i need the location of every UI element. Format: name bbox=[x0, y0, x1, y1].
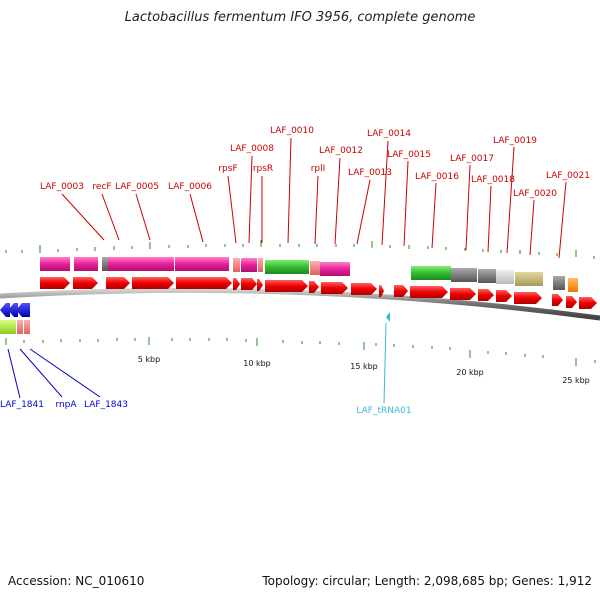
gene-label[interactable]: LAF_1843 bbox=[84, 400, 128, 410]
gene-label[interactable]: recF bbox=[92, 182, 111, 192]
gene-label[interactable]: LAF_0008 bbox=[230, 144, 274, 154]
gene-label[interactable]: LAF_0006 bbox=[168, 182, 212, 192]
gene-label[interactable]: LAF_1841 bbox=[0, 400, 44, 410]
gene-arrow[interactable] bbox=[579, 297, 597, 309]
trna-marker[interactable] bbox=[386, 312, 390, 322]
gene-label[interactable]: LAF_0019 bbox=[493, 136, 537, 146]
gene-label[interactable]: LAF_0005 bbox=[115, 182, 159, 192]
gene-label[interactable]: LAF_0003 bbox=[40, 182, 84, 192]
gene-arrow[interactable] bbox=[257, 279, 263, 291]
gene-label[interactable]: rpsR bbox=[253, 164, 273, 174]
scale-label-10: 10 kbp bbox=[243, 359, 271, 368]
gene-label[interactable]: LAF_0018 bbox=[471, 175, 515, 185]
topology-label: Topology: circular; Length: 2,098,685 bp… bbox=[262, 574, 592, 588]
genome-backbone bbox=[0, 287, 600, 321]
trna-label[interactable]: LAF_tRNA01 bbox=[356, 406, 411, 416]
gene-arrow[interactable] bbox=[233, 278, 240, 290]
gene-arrow-reverse[interactable] bbox=[16, 303, 30, 317]
gene-labels-top: LAF_0003 recF LAF_0005 LAF_0006 rpsF LAF… bbox=[40, 126, 590, 199]
gene-labels-bottom: LAF_1841 rnpA LAF_1843 bbox=[0, 400, 128, 410]
genome-title: Lactobacillus fermentum IFO 3956, comple… bbox=[124, 10, 476, 25]
gene-arrow[interactable] bbox=[73, 277, 98, 289]
gene-arrow[interactable] bbox=[176, 277, 232, 289]
gene-arrow[interactable] bbox=[450, 288, 476, 300]
gene-arrow[interactable] bbox=[132, 277, 174, 289]
scale-label-5: 5 kbp bbox=[138, 355, 160, 364]
gene-label[interactable]: LAF_0021 bbox=[546, 171, 590, 181]
scale-label-25: 25 kbp bbox=[562, 376, 590, 385]
scale-label-15: 15 kbp bbox=[350, 362, 378, 371]
gene-arrow[interactable] bbox=[351, 283, 377, 295]
gene-label[interactable]: LAF_0015 bbox=[387, 150, 431, 160]
gene-label[interactable]: LAF_0017 bbox=[450, 154, 494, 164]
gene-arrow[interactable] bbox=[496, 290, 512, 302]
gene-arrow[interactable] bbox=[394, 285, 408, 297]
gene-label[interactable]: LAF_0013 bbox=[348, 168, 392, 178]
gene-label[interactable]: LAF_0010 bbox=[270, 126, 314, 136]
gene-arrow[interactable] bbox=[265, 280, 308, 292]
gene-arrow[interactable] bbox=[410, 286, 448, 298]
gene-label[interactable]: rpsF bbox=[218, 164, 237, 174]
gene-arrow[interactable] bbox=[552, 294, 563, 306]
bottom-leader-lines bbox=[7, 348, 101, 399]
gene-arrow[interactable] bbox=[106, 277, 130, 289]
gene-arrow[interactable] bbox=[40, 277, 70, 289]
gene-arrow-reverse[interactable] bbox=[0, 303, 10, 317]
gene-label[interactable]: rnpA bbox=[55, 400, 77, 410]
gene-arrow[interactable] bbox=[514, 292, 542, 304]
scale-label-20: 20 kbp bbox=[456, 368, 484, 377]
gene-arrow[interactable] bbox=[309, 281, 319, 293]
forward-gene-row bbox=[40, 277, 597, 309]
accession-label: Accession: NC_010610 bbox=[8, 574, 145, 588]
upper-tick-row bbox=[5, 240, 595, 259]
gene-arrow[interactable] bbox=[478, 289, 494, 301]
gene-label[interactable]: LAF_0016 bbox=[415, 172, 459, 182]
gene-label[interactable]: LAF_0012 bbox=[319, 146, 363, 156]
gene-arrow[interactable] bbox=[379, 285, 384, 297]
gene-label[interactable]: LAF_0014 bbox=[367, 129, 411, 139]
trna-leader-line bbox=[383, 322, 387, 404]
gene-arrow[interactable] bbox=[321, 282, 348, 294]
lower-tick-row bbox=[5, 337, 596, 366]
gene-arrow[interactable] bbox=[566, 296, 577, 308]
gene-arrow[interactable] bbox=[241, 278, 257, 290]
scale-labels: 5 kbp 10 kbp 15 kbp 20 kbp 25 kbp bbox=[138, 355, 590, 385]
cog-block-row bbox=[40, 257, 578, 292]
gene-label[interactable]: rplI bbox=[311, 164, 326, 174]
reverse-gene-row bbox=[0, 303, 390, 334]
label-leader-lines bbox=[61, 137, 567, 259]
gene-label[interactable]: LAF_0020 bbox=[513, 189, 557, 199]
gene-arrow-reverse[interactable] bbox=[8, 303, 18, 317]
